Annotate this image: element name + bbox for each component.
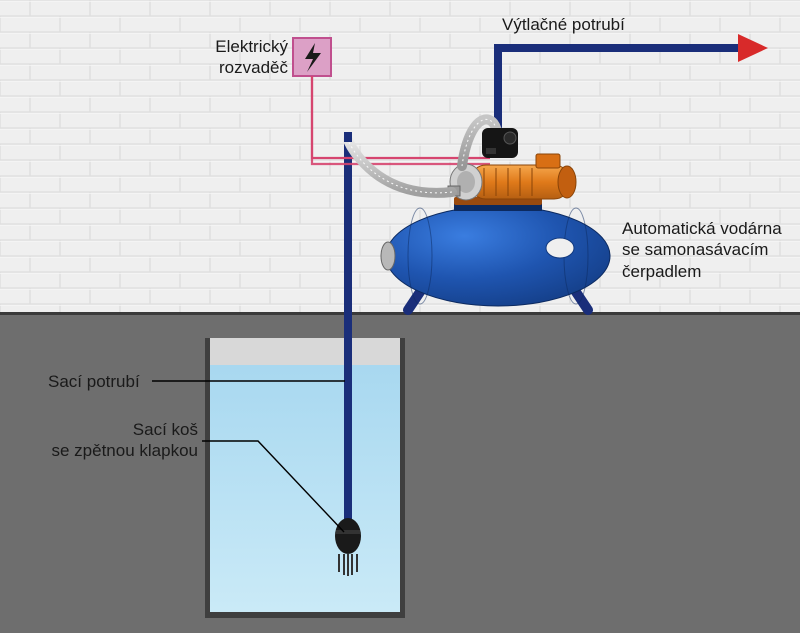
suction-pipe [344, 138, 352, 538]
label-discharge-pipe: Výtlačné potrubí [502, 14, 625, 35]
label-foot-valve-line2: se zpětnou klapkou [52, 441, 199, 460]
label-suction-pipe: Sací potrubí [48, 371, 140, 392]
well [205, 338, 405, 618]
diagram-canvas [0, 0, 800, 633]
label-pump-line1: Automatická vodárna [622, 219, 782, 238]
pressure-controller [482, 128, 518, 158]
label-pump-line2: se samonasávacím [622, 240, 768, 259]
label-electrical-box: Elektrický rozvaděč [200, 36, 288, 79]
label-electrical-box-line1: Elektrický [215, 37, 288, 56]
label-pump-line3: čerpadlem [622, 262, 701, 281]
label-foot-valve: Sací koš se zpětnou klapkou [36, 419, 198, 462]
label-electrical-box-line2: rozvaděč [219, 58, 288, 77]
electrical-box [293, 38, 331, 76]
water [210, 365, 400, 612]
label-pump-station: Automatická vodárna se samonasávacím čer… [622, 218, 782, 282]
label-foot-valve-line1: Sací koš [133, 420, 198, 439]
